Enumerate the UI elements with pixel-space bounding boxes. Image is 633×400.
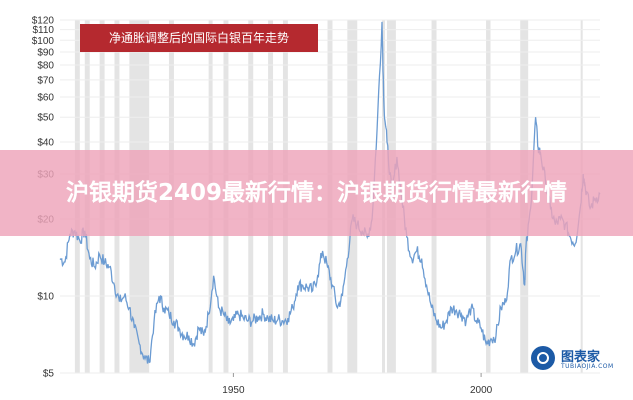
x-axis-ticks: 1950 2000 [222, 373, 493, 396]
y-tick-label: $120 [32, 16, 55, 27]
y-tick-label: $80 [37, 61, 54, 72]
logo-name: 图表家 [561, 350, 601, 365]
headline-text: 沪银期货2409最新行情：沪银期货行情最新行情 [65, 180, 567, 206]
chart-title: 净通胀调整后的国际白银百年走势 [80, 24, 318, 52]
y-tick-label: $40 [37, 138, 54, 149]
y-tick-label: $60 [37, 92, 54, 103]
watermark-logo: 图表家 TUBIAOJIA.COM [531, 344, 631, 374]
y-tick-label: $90 [37, 47, 54, 58]
series-line-0 [59, 21, 601, 364]
y-tick-label: $110 [32, 25, 54, 36]
headline-banner: 沪银期货2409最新行情：沪银期货行情最新行情 [0, 150, 633, 236]
series-layer [59, 21, 601, 364]
x-tick-label: 1950 [222, 385, 245, 396]
logo-icon [531, 346, 555, 370]
y-tick-label: $50 [37, 113, 54, 124]
y-tick-label: $100 [32, 36, 55, 47]
y-tick-label: $5 [43, 369, 55, 380]
y-tick-label: $10 [37, 292, 54, 303]
x-tick-label: 2000 [470, 385, 493, 396]
logo-url: TUBIAOJIA.COM [561, 363, 614, 370]
y-tick-label: $70 [37, 75, 54, 86]
